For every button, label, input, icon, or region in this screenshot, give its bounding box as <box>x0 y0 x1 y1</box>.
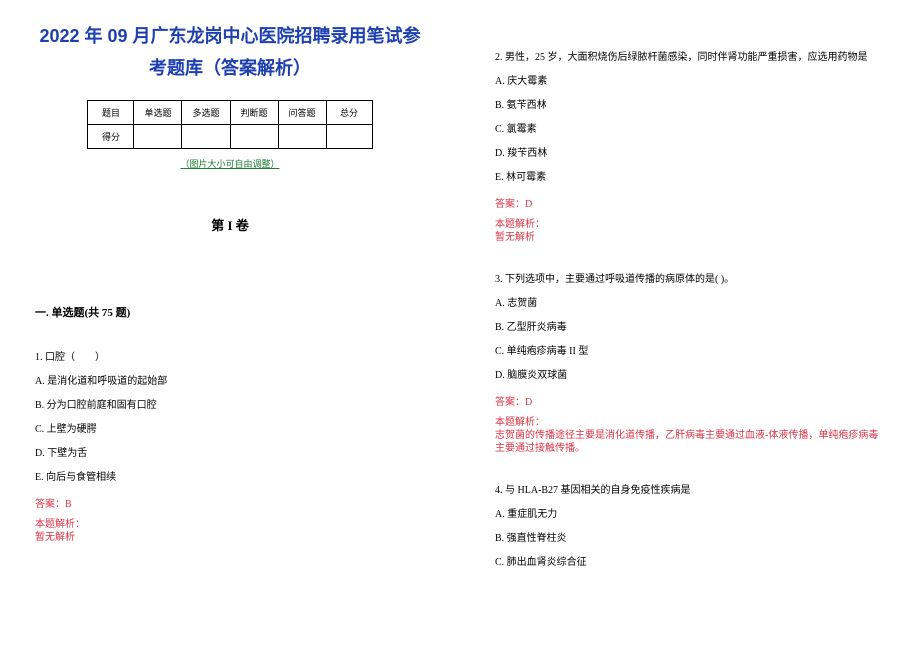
analysis-text: 暂无解析 <box>495 231 885 244</box>
answer: 答案：B <box>35 495 425 510</box>
table-empty-cell <box>134 124 182 148</box>
table-header-cell: 单选题 <box>134 100 182 124</box>
option-c: C. 氯霉素 <box>495 123 885 137</box>
analysis-label: 本题解析： <box>35 518 425 531</box>
table-header-cell: 多选题 <box>182 100 230 124</box>
option-c: C. 单纯疱疹病毒 II 型 <box>495 345 885 359</box>
option-a: A. 是消化道和呼吸道的起始部 <box>35 375 425 389</box>
option-b: B. 乙型肝炎病毒 <box>495 321 885 335</box>
option-b: B. 分为口腔前庭和固有口腔 <box>35 399 425 413</box>
page-container: 2022 年 09 月广东龙岗中心医院招聘录用笔试参 考题库（答案解析） 题目 … <box>0 0 920 651</box>
table-empty-cell <box>278 124 326 148</box>
table-empty-cell <box>326 124 372 148</box>
option-d: D. 脑膜炎双球菌 <box>495 369 885 383</box>
question-text: 4. 与 HLA-B27 基因相关的自身免疫性疾病是 <box>495 483 885 498</box>
option-a: A. 志贺菌 <box>495 297 885 311</box>
question-text: 1. 口腔（ ） <box>35 350 425 365</box>
table-header-row: 题目 单选题 多选题 判断题 问答题 总分 <box>88 100 372 124</box>
main-title: 2022 年 09 月广东龙岗中心医院招聘录用笔试参 考题库（答案解析） <box>35 20 425 85</box>
option-d: D. 羧苄西林 <box>495 147 885 161</box>
question-text: 3. 下列选项中，主要通过呼吸道传播的病原体的是( )。 <box>495 272 885 287</box>
answer: 答案：D <box>495 393 885 408</box>
option-c: C. 肺出血肾炎综合征 <box>495 556 885 570</box>
option-b: B. 氨苄西林 <box>495 99 885 113</box>
option-c: C. 上壁为硬腭 <box>35 423 425 437</box>
option-a: A. 庆大霉素 <box>495 75 885 89</box>
score-table: 题目 单选题 多选题 判断题 问答题 总分 得分 <box>87 100 372 149</box>
title-line-1: 2022 年 09 月广东龙岗中心医院招聘录用笔试参 <box>39 26 420 46</box>
analysis-label: 本题解析： <box>495 218 885 231</box>
table-empty-cell <box>182 124 230 148</box>
table-score-row: 得分 <box>88 124 372 148</box>
option-b: B. 强直性脊柱炎 <box>495 532 885 546</box>
table-header-cell: 判断题 <box>230 100 278 124</box>
question-3: 3. 下列选项中，主要通过呼吸道传播的病原体的是( )。 A. 志贺菌 B. 乙… <box>495 272 885 455</box>
question-4: 4. 与 HLA-B27 基因相关的自身免疫性疾病是 A. 重症肌无力 B. 强… <box>495 483 885 570</box>
question-text: 2. 男性，25 岁，大面积烧伤后绿脓杆菌感染，同时伴肾功能严重损害，应选用药物… <box>495 50 885 65</box>
analysis-label: 本题解析： <box>495 416 885 429</box>
table-row-label: 得分 <box>88 124 134 148</box>
title-line-2: 考题库（答案解析） <box>149 58 311 78</box>
left-column: 2022 年 09 月广东龙岗中心医院招聘录用笔试参 考题库（答案解析） 题目 … <box>0 0 460 651</box>
option-a: A. 重症肌无力 <box>495 508 885 522</box>
analysis-text: 志贺菌的传播途径主要是消化道传播，乙肝病毒主要通过血液-体液传播，单纯疱疹病毒主… <box>495 429 885 455</box>
option-e: E. 林可霉素 <box>495 171 885 185</box>
answer: 答案：D <box>495 195 885 210</box>
option-e: E. 向后与食管相续 <box>35 471 425 485</box>
table-header-cell: 总分 <box>326 100 372 124</box>
table-empty-cell <box>230 124 278 148</box>
question-1: 1. 口腔（ ） A. 是消化道和呼吸道的起始部 B. 分为口腔前庭和固有口腔 … <box>35 350 425 544</box>
volume-title: 第 I 卷 <box>35 215 425 234</box>
image-note: （图片大小可自由调整） <box>35 157 425 170</box>
option-d: D. 下壁为舌 <box>35 447 425 461</box>
section-title: 一. 单选题(共 75 题) <box>35 304 425 320</box>
question-2: 2. 男性，25 岁，大面积烧伤后绿脓杆菌感染，同时伴肾功能严重损害，应选用药物… <box>495 50 885 244</box>
right-column: 2. 男性，25 岁，大面积烧伤后绿脓杆菌感染，同时伴肾功能严重损害，应选用药物… <box>460 0 920 651</box>
table-header-cell: 问答题 <box>278 100 326 124</box>
table-header-cell: 题目 <box>88 100 134 124</box>
analysis-text: 暂无解析 <box>35 531 425 544</box>
